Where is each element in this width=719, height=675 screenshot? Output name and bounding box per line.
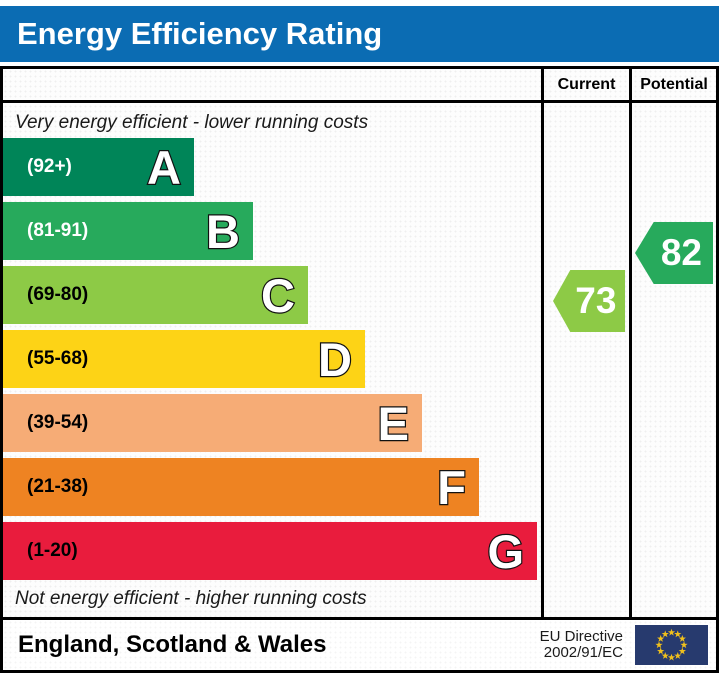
band-c-letter: C (260, 268, 296, 322)
band-c-range: (69-80) (27, 284, 89, 305)
eu-directive-line1: EU Directive (539, 628, 623, 645)
band-f-letter: F (436, 460, 467, 514)
eu-flag-icon (635, 625, 708, 665)
page-title: Energy Efficiency Rating (0, 6, 719, 62)
potential-rating-value: 82 (660, 232, 702, 273)
band-g: (1-20) G (3, 522, 537, 580)
note-very-efficient: Very energy efficient - lower running co… (15, 112, 369, 133)
band-a-range: (92+) (27, 156, 72, 177)
header-spacer (3, 69, 541, 103)
eu-directive-line2: 2002/91/EC (543, 644, 623, 661)
potential-rating-marker: 82 (635, 222, 713, 284)
bands-area: Very energy efficient - lower running co… (3, 103, 541, 617)
band-c: (69-80) C (3, 266, 308, 324)
band-b-letter: B (205, 204, 241, 258)
current-rating-marker: 73 (553, 270, 625, 332)
eu-directive-label: EU Directive 2002/91/EC (540, 629, 623, 661)
current-rating-value: 73 (575, 280, 617, 321)
note-not-efficient: Not energy efficient - higher running co… (15, 588, 367, 609)
band-e-letter: E (376, 396, 410, 450)
band-f: (21-38) F (3, 458, 479, 516)
band-d-letter: D (317, 332, 353, 386)
band-d: (55-68) D (3, 330, 365, 388)
band-e-range: (39-54) (27, 412, 89, 433)
band-d-range: (55-68) (27, 348, 89, 369)
band-b-range: (81-91) (27, 220, 89, 241)
energy-rating-chart: Current Potential Very energy efficient … (0, 66, 719, 620)
column-header-current: Current (541, 69, 629, 103)
potential-rating-column: 82 (629, 103, 716, 617)
band-g-letter: G (486, 524, 525, 578)
band-e: (39-54) E (3, 394, 422, 452)
footer: England, Scotland & Wales EU Directive 2… (0, 620, 719, 673)
band-a: (92+) A (3, 138, 194, 196)
band-g-range: (1-20) (27, 540, 78, 561)
current-rating-column: 73 (541, 103, 629, 617)
band-a-letter: A (146, 140, 182, 194)
column-header-potential: Potential (629, 69, 716, 103)
band-f-range: (21-38) (27, 476, 89, 497)
band-b: (81-91) B (3, 202, 253, 260)
region-label: England, Scotland & Wales (18, 631, 327, 658)
